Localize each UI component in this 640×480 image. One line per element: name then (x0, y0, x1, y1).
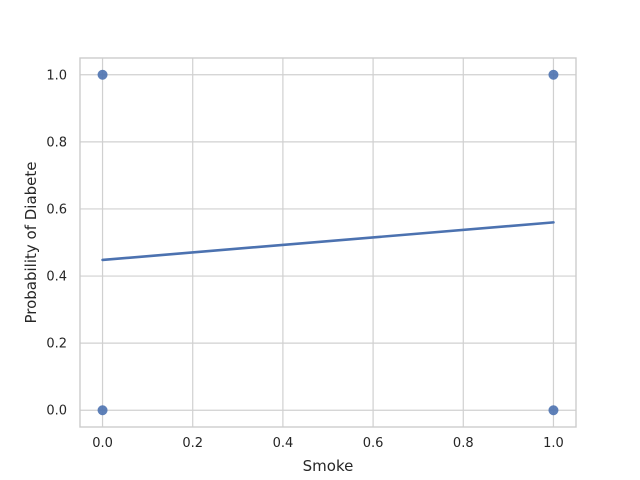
x-axis-label: Smoke (303, 457, 354, 475)
data-point-1 (97, 405, 108, 416)
data-point-0 (97, 69, 108, 80)
y-tick-label: 0.2 (46, 337, 67, 352)
plot-area-frame (79, 57, 577, 428)
x-tick-label: 0.4 (273, 436, 294, 451)
y-tick-labels: 0.0 0.2 0.4 0.6 0.8 1.0 (46, 68, 67, 418)
y-axis-label: Probability of Diabete (22, 161, 40, 323)
x-tick-label: 0.0 (92, 436, 113, 451)
grid (80, 58, 576, 427)
regression-line (101, 221, 555, 262)
x-tick-label: 1.0 (543, 436, 564, 451)
y-tick-label: 0.0 (46, 404, 67, 419)
data-point-3 (548, 405, 559, 416)
scatter-points (97, 69, 559, 416)
data-point-2 (548, 69, 559, 80)
y-tick-label: 0.4 (46, 270, 67, 285)
x-tick-label: 0.8 (453, 436, 474, 451)
x-tick-label: 0.2 (182, 436, 203, 451)
y-tick-label: 0.8 (46, 135, 67, 150)
y-tick-label: 0.6 (46, 202, 67, 217)
x-tick-labels: 0.0 0.2 0.4 0.6 0.8 1.0 (92, 436, 564, 451)
fit-line-layer (101, 221, 555, 262)
x-tick-label: 0.6 (363, 436, 384, 451)
y-tick-label: 1.0 (46, 68, 67, 83)
